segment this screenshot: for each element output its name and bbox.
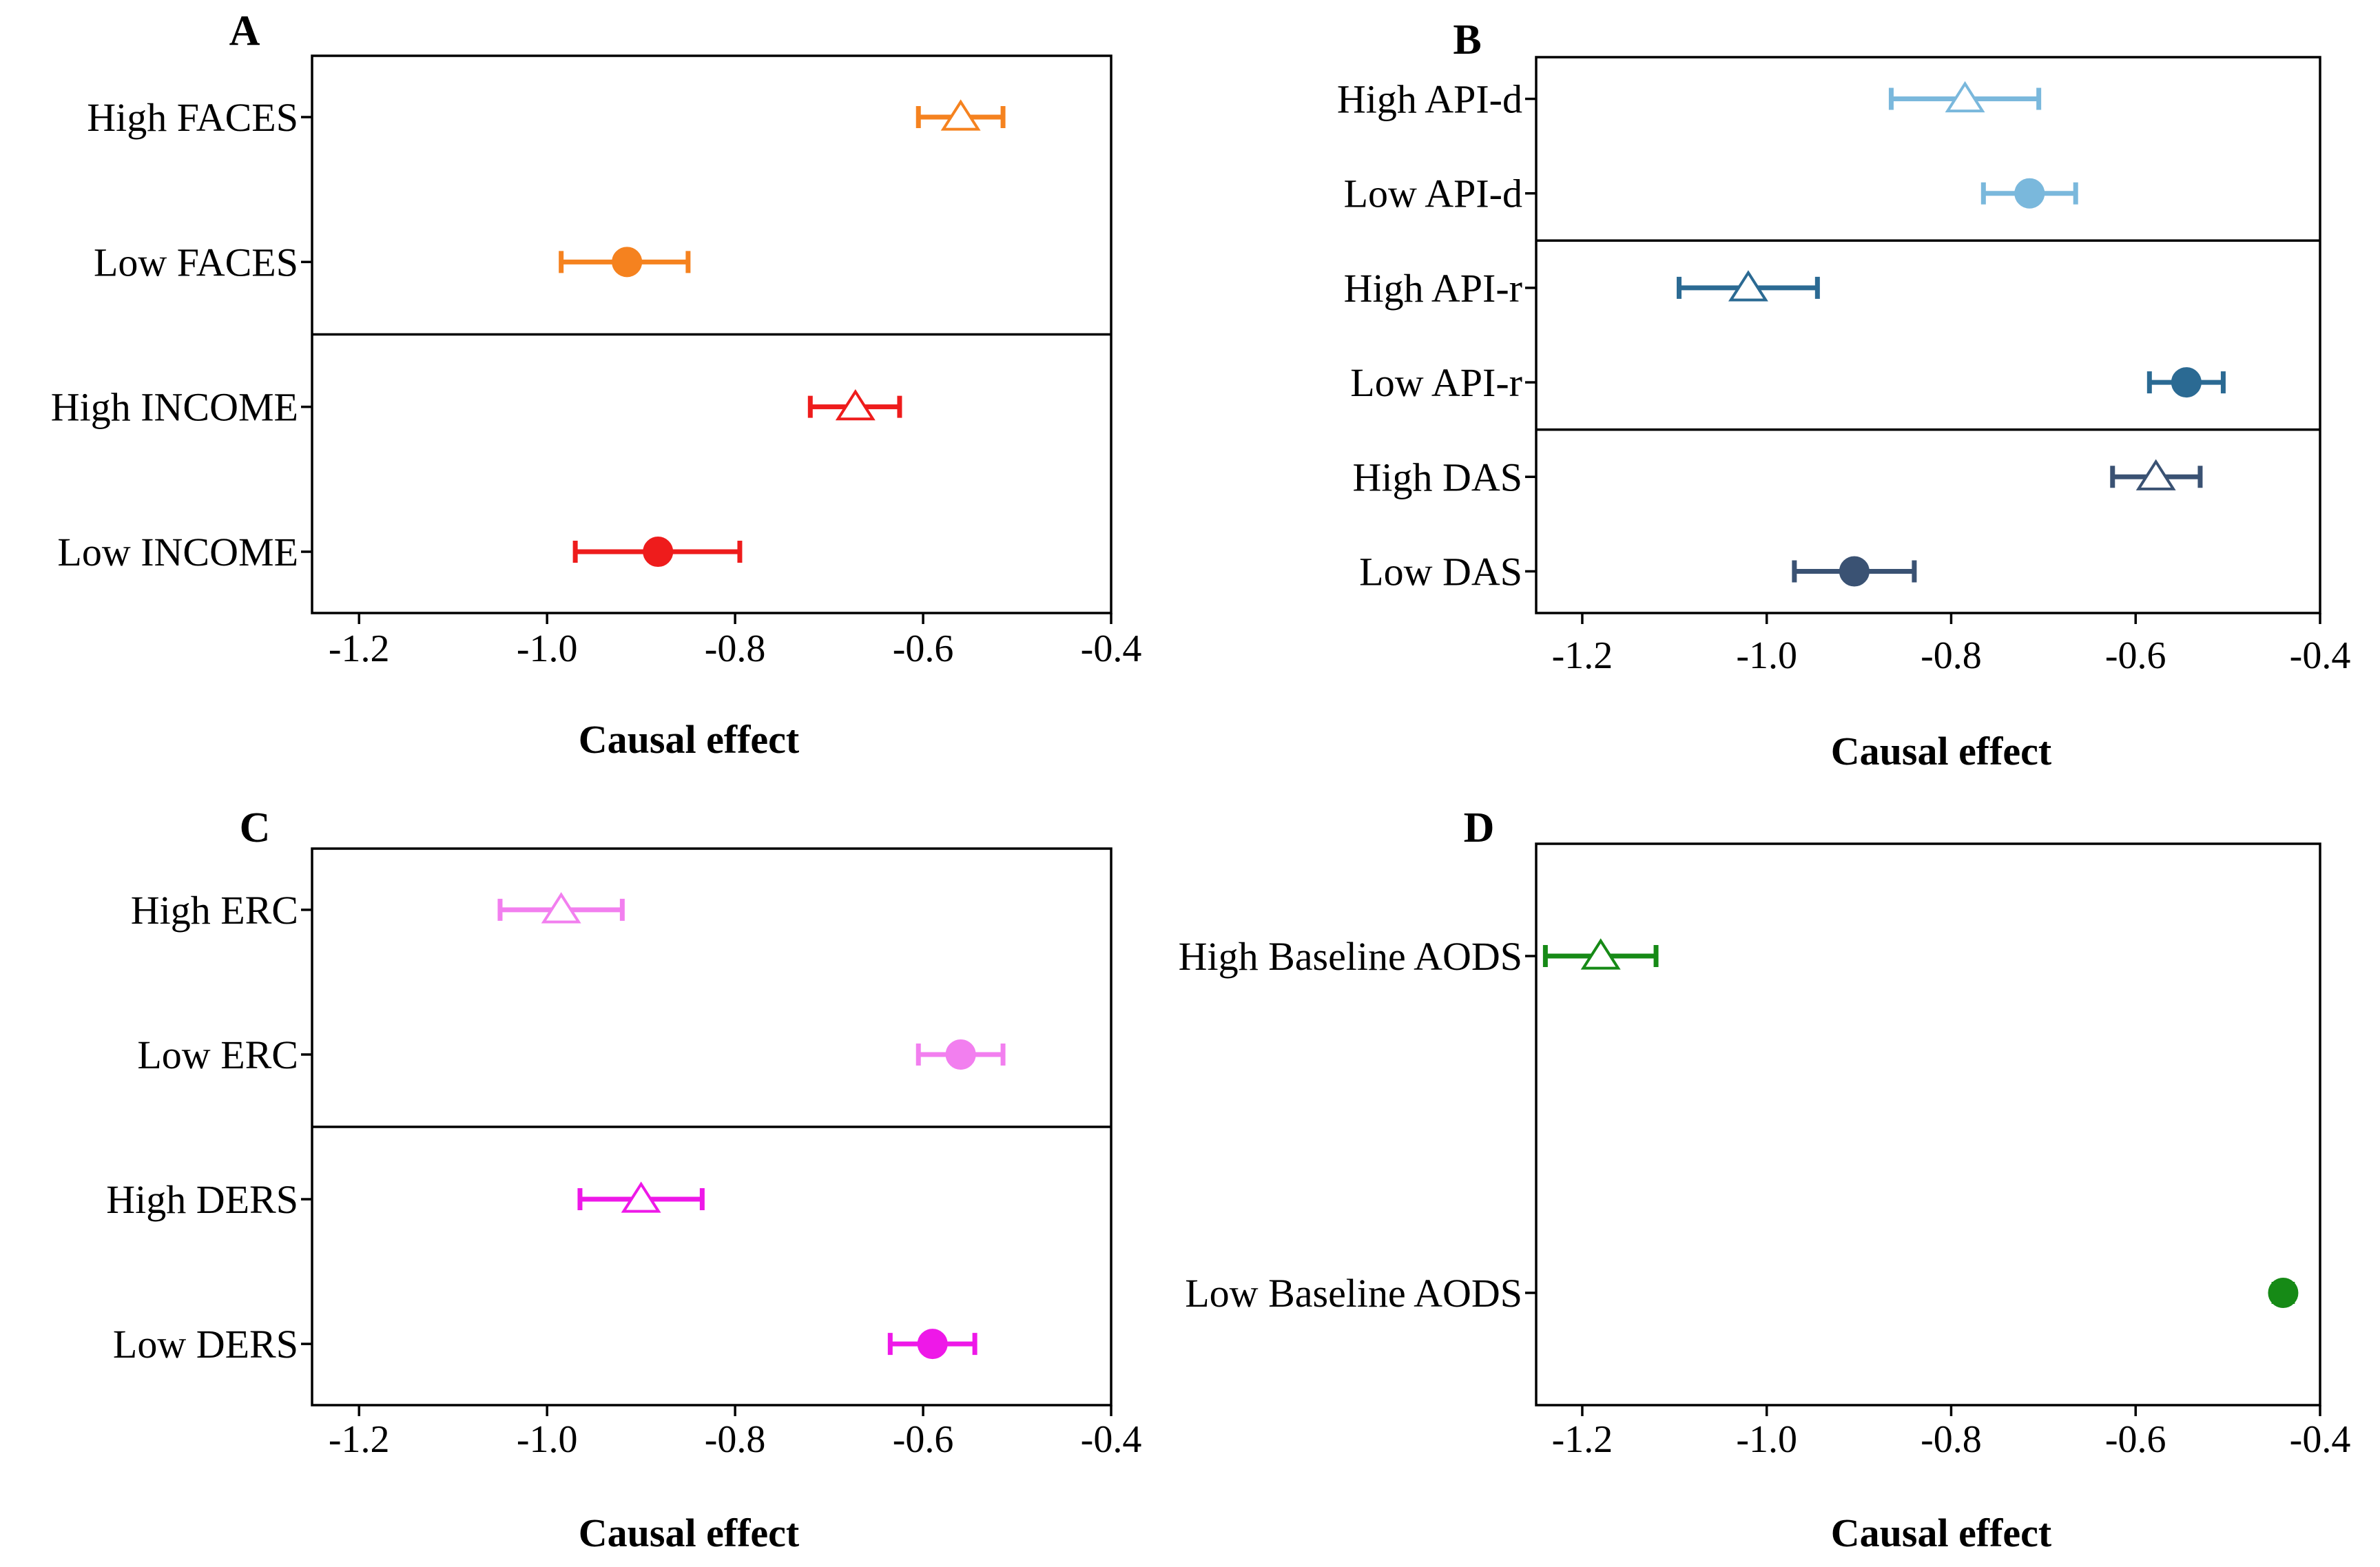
- row-label: Low API-r: [1350, 360, 1522, 405]
- x-tick-label: -0.4: [1081, 627, 1142, 670]
- row-label: High DAS: [1352, 455, 1522, 499]
- x-tick-label: -0.4: [2290, 634, 2351, 677]
- x-tick-label: -1.0: [1736, 1418, 1797, 1461]
- x-tick-label: -1.0: [517, 627, 578, 670]
- estimate-marker-triangle: [835, 388, 876, 421]
- estimate-marker-circle: [643, 537, 674, 568]
- row-label: Low ERC: [137, 1032, 298, 1077]
- row-label: High Baseline AODS: [1179, 934, 1522, 979]
- x-tick-label: -0.6: [2105, 634, 2166, 677]
- estimate-marker-circle: [1839, 556, 1870, 587]
- x-tick-label: -1.2: [1552, 634, 1613, 677]
- panel-letter: B: [1453, 17, 1481, 63]
- x-tick-label: -0.4: [2290, 1418, 2351, 1461]
- estimate-marker-circle: [2171, 367, 2202, 398]
- x-tick-label: -1.2: [1552, 1418, 1613, 1461]
- row-label: Low DERS: [113, 1322, 298, 1367]
- row-label: Low API-d: [1344, 172, 1522, 216]
- row-label: High FACES: [87, 95, 298, 140]
- x-axis-title: Causal effect: [1831, 1511, 2052, 1555]
- estimate-marker-triangle: [940, 99, 981, 131]
- row-label: Low FACES: [94, 240, 298, 284]
- x-axis-title: Causal effect: [579, 717, 800, 762]
- x-tick-label: -1.2: [329, 1418, 390, 1461]
- row-label: High ERC: [131, 888, 298, 933]
- x-axis-title: Causal effect: [579, 1511, 800, 1555]
- panel-letter: A: [229, 8, 260, 54]
- x-tick-label: -0.8: [1921, 634, 1982, 677]
- x-tick-label: -1.0: [517, 1418, 578, 1461]
- estimate-marker-triangle: [541, 892, 581, 924]
- x-tick-label: -0.6: [2105, 1418, 2166, 1461]
- row-label: Low Baseline AODS: [1185, 1271, 1522, 1316]
- panel-letter: D: [1464, 805, 1495, 851]
- estimate-marker-triangle: [1728, 270, 1768, 302]
- x-tick-label: -0.6: [893, 1418, 954, 1461]
- x-tick-label: -0.8: [705, 1418, 766, 1461]
- estimate-marker-circle: [917, 1329, 948, 1360]
- estimate-marker-triangle: [621, 1181, 661, 1213]
- panel-letter: C: [240, 805, 271, 851]
- row-label: High INCOME: [51, 385, 298, 430]
- x-tick-label: -0.8: [705, 627, 766, 670]
- estimate-marker-circle: [2014, 178, 2045, 209]
- x-tick-label: -1.0: [1736, 634, 1797, 677]
- panel-d: D -1.2 -1.0 -0.8 -0.6 -0.4 Causal effect High B…: [1179, 805, 2351, 1555]
- row-label: High DERS: [106, 1177, 298, 1222]
- x-tick-label: -0.4: [1081, 1418, 1142, 1461]
- estimate-marker-triangle: [1945, 81, 1985, 113]
- panel-b: B -1.2 -1.0 -0.8 -0.6 -0.4 Causal effect High A…: [1337, 17, 2350, 774]
- estimate-marker-circle: [945, 1039, 976, 1070]
- row-label: Low INCOME: [57, 530, 298, 574]
- estimate-marker-triangle: [1580, 938, 1621, 970]
- estimate-marker-circle: [2268, 1278, 2299, 1308]
- row-label: High API-r: [1344, 266, 1522, 311]
- estimate-marker-triangle: [2135, 459, 2176, 490]
- x-tick-label: -1.2: [329, 627, 390, 670]
- row-label: Low DAS: [1359, 549, 1522, 594]
- row-label: High API-d: [1337, 77, 1522, 122]
- plot-frame: [1535, 56, 2321, 614]
- x-tick-label: -0.6: [893, 627, 954, 670]
- plot-frame: [1535, 842, 2321, 1407]
- panel-c: C -1.2 -1.0 -0.8 -0.6 -0.4 Causal effect High E…: [106, 805, 1141, 1555]
- x-tick-label: -0.8: [1921, 1418, 1982, 1461]
- panel-a: A -1.2 -1.0 -0.8 -0.6 -0.4 Causal effect High F…: [51, 8, 1142, 762]
- estimate-marker-circle: [612, 247, 643, 278]
- x-axis-title: Causal effect: [1831, 729, 2052, 774]
